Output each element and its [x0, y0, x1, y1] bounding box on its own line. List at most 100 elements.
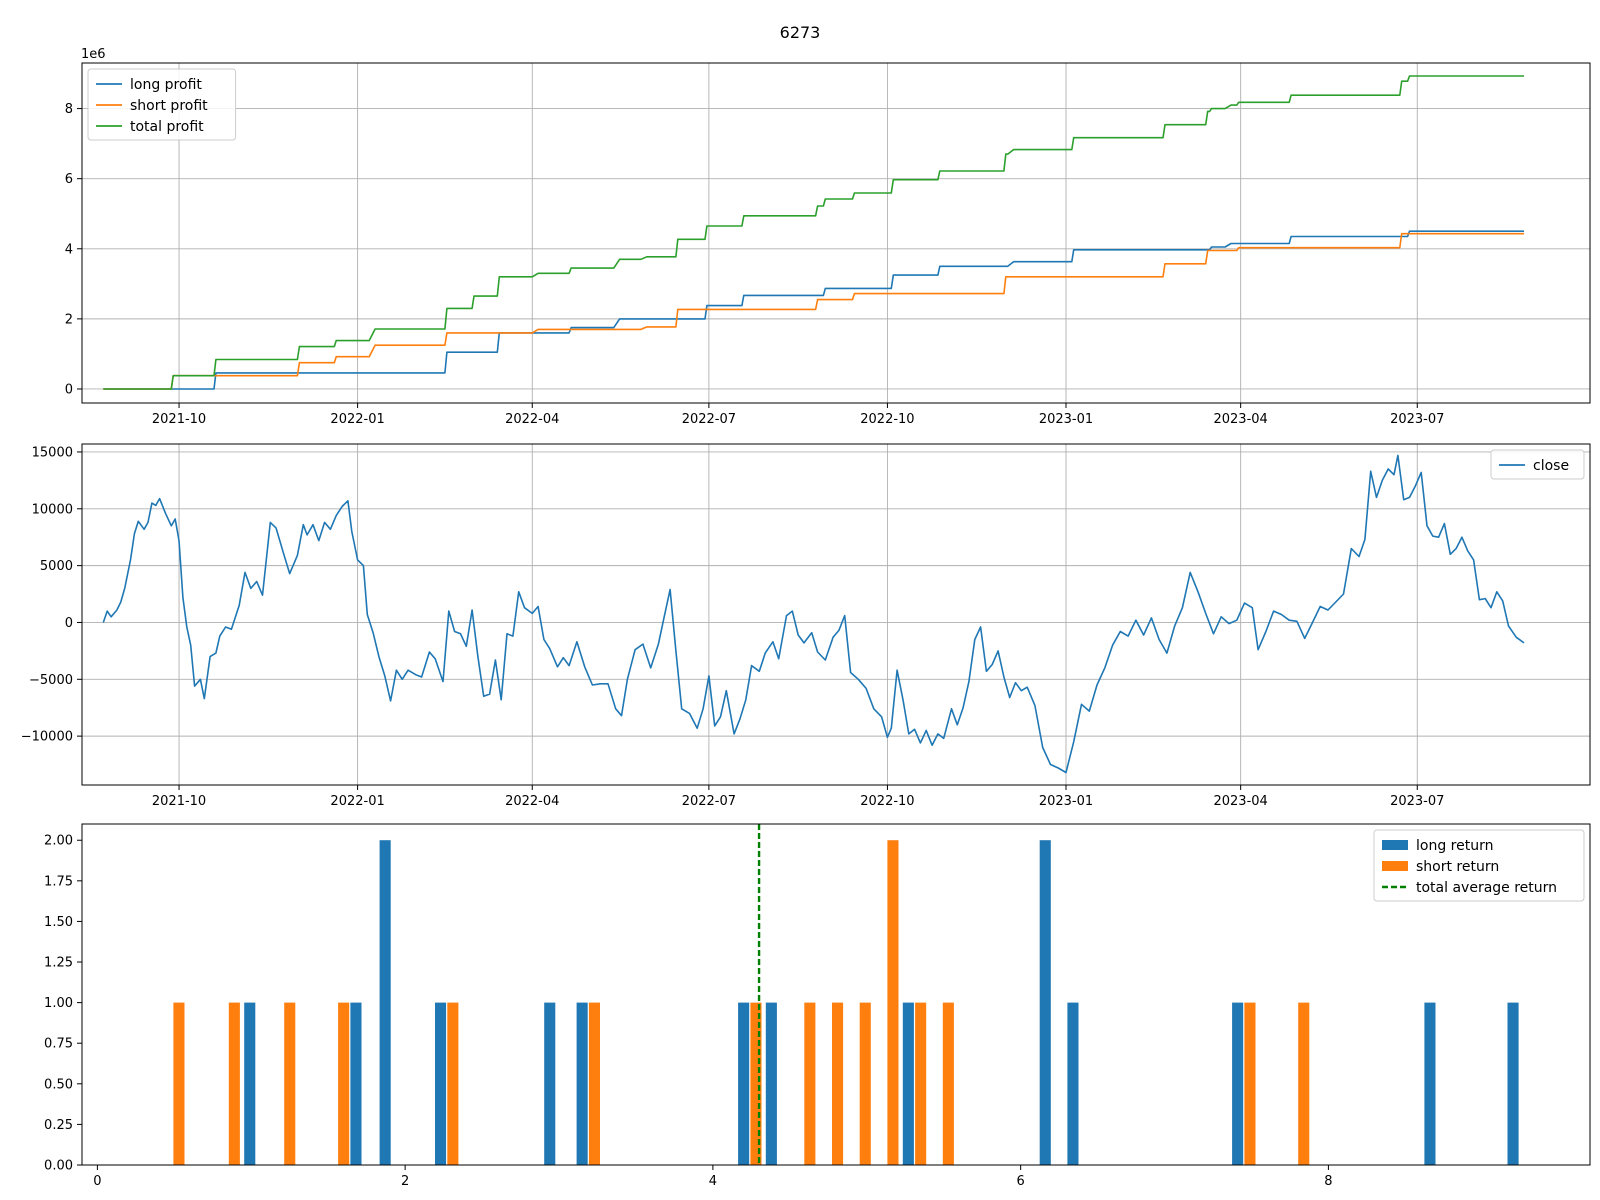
bar-short-return [284, 1002, 296, 1165]
x-tick-label: 2 [401, 1174, 409, 1189]
legend-label-total-profit: total profit [130, 119, 204, 135]
return-legend: long return short return total average ret… [1373, 829, 1585, 902]
bar-short-return [804, 1002, 816, 1165]
y-tick-label: 1.75 [44, 874, 73, 889]
y-tick-label: 1.50 [44, 915, 73, 930]
close-x-ticks: 2021-10 2022-01 2022-04 2022-07 2022-10 2023-… [152, 785, 1444, 809]
y-tick-label: −10000 [21, 730, 73, 745]
return-histogram: 0 2 4 6 8 0.00 0.25 0.50 0.75 1.00 1.25 1.50 1.75 2.… [44, 823, 1591, 1189]
x-tick-label: 6 [1017, 1174, 1025, 1189]
y-tick-label: 0 [65, 382, 73, 397]
bar-short-return [887, 840, 899, 1165]
y-tick-label: 6 [65, 172, 73, 187]
bar-long-return [244, 1002, 256, 1165]
figure-title: 6273 [780, 23, 821, 42]
series-line-short-profit [103, 232, 1524, 390]
y-tick-label: 4 [65, 242, 73, 257]
y-tick-label: 15000 [32, 445, 73, 460]
x-tick-label: 2022-01 [330, 794, 384, 809]
bar-short-return [859, 1002, 871, 1165]
x-tick-label: 4 [709, 1174, 717, 1189]
bar-short-return [832, 1002, 844, 1165]
bar-long-return [350, 1002, 362, 1165]
close-axes-frame [81, 443, 1591, 786]
profit-y-ticks: 0 2 4 6 8 [65, 102, 82, 397]
return-y-ticks: 0.00 0.25 0.50 0.75 1.00 1.25 1.50 1.75 2.00 [44, 834, 82, 1174]
bar-short-return [1244, 1002, 1256, 1165]
y-offset-label: 1e6 [81, 47, 106, 62]
y-tick-label: 8 [65, 102, 73, 117]
y-tick-label: 2 [65, 312, 73, 327]
close-chart: 2021-10 2022-01 2022-04 2022-07 2022-10 2023-… [21, 443, 1591, 809]
legend-label-short-profit: short profit [130, 98, 208, 114]
y-tick-label: 0.50 [44, 1077, 73, 1092]
y-tick-label: −5000 [29, 673, 73, 688]
return-x-ticks: 0 2 4 6 8 [93, 1165, 1333, 1189]
y-tick-label: 0 [65, 616, 73, 631]
x-tick-label: 2021-10 [152, 794, 206, 809]
bar-short-return [338, 1002, 350, 1165]
y-tick-label: 5000 [40, 559, 73, 574]
bar-short-return [1298, 1002, 1310, 1165]
close-series [102, 454, 1525, 774]
legend-label-total-average-return: total average return [1416, 880, 1557, 896]
bar-short-return [750, 1002, 762, 1165]
bar-long-return [1424, 1002, 1436, 1165]
x-tick-label: 2021-10 [152, 412, 206, 427]
legend-swatch-long-return [1382, 840, 1408, 850]
series-line-total-profit [103, 75, 1524, 390]
x-tick-label: 2022-04 [505, 412, 559, 427]
legend-swatch-short-return [1382, 861, 1408, 871]
bar-long-return [1232, 1002, 1244, 1165]
legend-box [1490, 449, 1585, 480]
legend-box [1373, 829, 1585, 902]
x-tick-label: 8 [1324, 1174, 1332, 1189]
x-tick-label: 2022-07 [682, 794, 736, 809]
profit-chart: 2021-10 2022-01 2022-04 2022-07 2022-10 2023-… [65, 47, 1591, 427]
close-y-ticks: −10000 −5000 0 5000 10000 15000 [21, 445, 82, 745]
y-tick-label: 0.00 [44, 1159, 73, 1174]
y-tick-label: 2.00 [44, 834, 73, 849]
bar-long-return [544, 1002, 556, 1165]
legend-label-short-return: short return [1416, 859, 1499, 875]
bar-short-return [228, 1002, 240, 1165]
profit-axes-frame [81, 62, 1591, 404]
legend-box [87, 68, 237, 141]
x-tick-label: 2023-01 [1039, 794, 1093, 809]
bar-long-return [1039, 840, 1051, 1165]
series-line-long-profit [103, 230, 1524, 390]
x-tick-label: 2022-10 [860, 412, 914, 427]
y-tick-label: 0.25 [44, 1118, 73, 1133]
y-tick-label: 1.25 [44, 956, 73, 971]
x-tick-label: 0 [93, 1174, 101, 1189]
x-tick-label: 2022-04 [505, 794, 559, 809]
profit-grid [82, 63, 1590, 403]
bar-long-return [379, 840, 391, 1165]
bar-long-return [576, 1002, 588, 1165]
profit-legend: long profit short profit total profit [87, 68, 237, 141]
bar-short-return [173, 1002, 185, 1165]
return-bars [173, 840, 1519, 1165]
series-line-close [102, 454, 1525, 774]
bar-short-return [915, 1002, 927, 1165]
bar-long-return [738, 1002, 750, 1165]
x-tick-label: 2023-07 [1390, 412, 1444, 427]
bar-long-return [902, 1002, 914, 1165]
bar-long-return [435, 1002, 447, 1165]
x-tick-label: 2022-01 [330, 412, 384, 427]
legend-label-long-return: long return [1416, 838, 1493, 854]
bar-short-return [942, 1002, 954, 1165]
x-tick-label: 2022-07 [682, 412, 736, 427]
x-tick-label: 2022-10 [860, 794, 914, 809]
bar-short-return [588, 1002, 600, 1165]
x-tick-label: 2023-07 [1390, 794, 1444, 809]
bar-long-return [1067, 1002, 1079, 1165]
close-legend: close [1490, 449, 1585, 480]
y-tick-label: 10000 [32, 502, 73, 517]
y-tick-label: 1.00 [44, 996, 73, 1011]
legend-label-close: close [1533, 458, 1569, 474]
y-tick-label: 0.75 [44, 1037, 73, 1052]
x-tick-label: 2023-04 [1213, 794, 1267, 809]
x-tick-label: 2023-01 [1039, 412, 1093, 427]
